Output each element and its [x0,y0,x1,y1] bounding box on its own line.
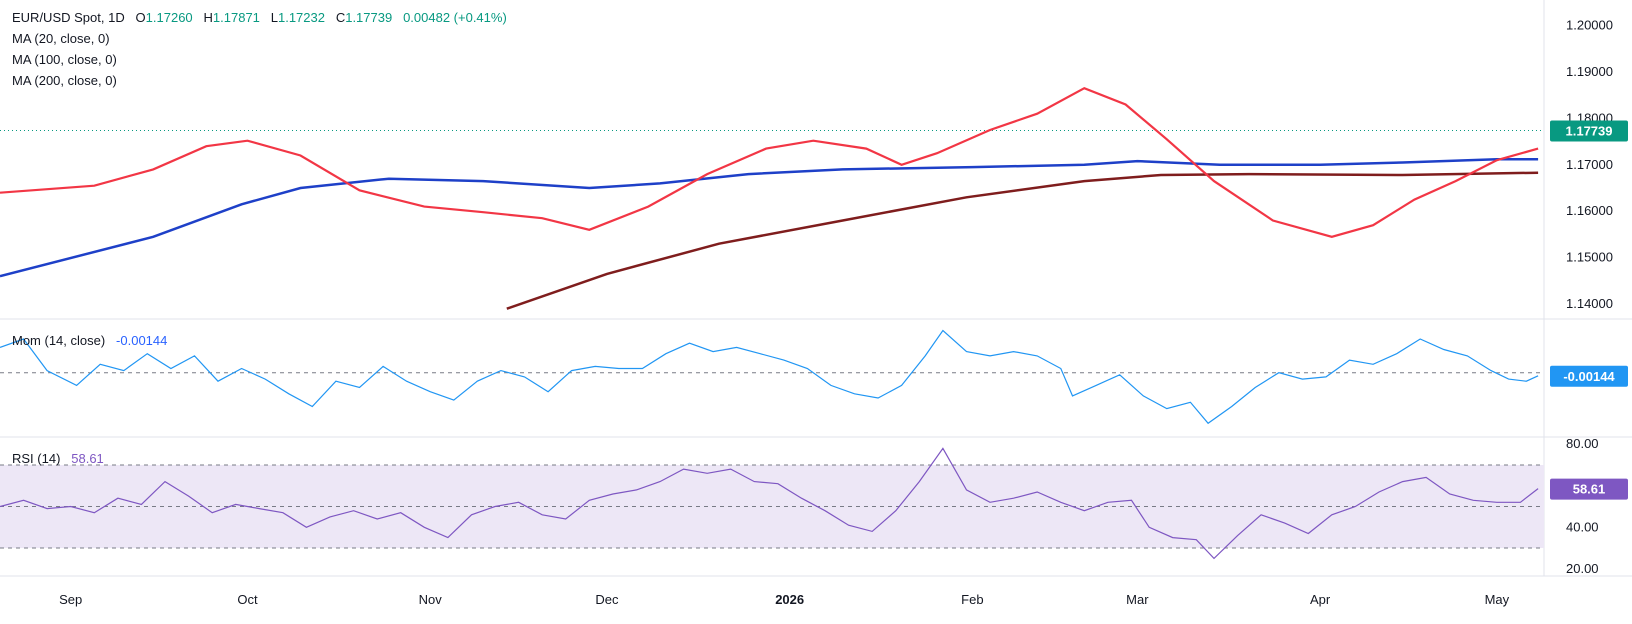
time-tick-label: 2026 [775,592,804,607]
rsi-legend[interactable]: RSI (14) 58.61 [12,451,104,466]
ma100-legend[interactable]: MA (100, close, 0) [12,52,117,67]
ma200-label: MA (200, close, 0) [12,73,117,88]
price-labels-layer: 1.17739 -0.00144 58.61 [1550,120,1628,500]
time-tick-label: Mar [1126,592,1149,607]
momentum-title: Mom (14, close) [12,333,106,348]
price-tick-label: 1.20000 [1566,18,1613,33]
last-price-badge: 1.17739 [1550,120,1628,142]
ma100-line [0,157,1539,278]
rsi-tick-label: 80.00 [1566,436,1599,451]
open-value: 1.17260 [145,10,193,25]
momentum-value-badge-bg [1550,365,1628,387]
time-tick-label: Dec [595,592,619,607]
rsi-band-layer [0,372,1544,549]
rsi-value-badge-text: 58.61 [1573,482,1606,497]
close-value: 1.17739 [345,10,393,25]
price-tick-label: 1.16000 [1566,203,1613,218]
symbol-legend: EUR/USD Spot, 1D O1.17260 H1.17871 L1.17… [12,10,507,25]
rsi-line [0,447,1539,560]
symbol-name: EUR/USD Spot, 1D [12,10,125,25]
momentum-value-badge: -0.00144 [1550,365,1628,387]
time-tick-label: May [1485,592,1510,607]
time-tick-label: Apr [1310,592,1331,607]
rsi-value: 58.61 [71,451,104,466]
last-price-badge-text: 1.17739 [1566,123,1613,138]
time-tick-label: Nov [419,592,443,607]
rsi-value-badge: 58.61 [1550,478,1628,500]
price-tick-label: 1.17000 [1566,157,1613,172]
ma100-label: MA (100, close, 0) [12,52,117,67]
last-price-badge-bg [1550,120,1628,142]
change-value: 0.00482 (+0.41%) [403,10,507,25]
high-value: 1.17871 [212,10,260,25]
grid [0,0,1632,577]
momentum-value-badge-text: -0.00144 [1563,369,1615,384]
ma20-label: MA (20, close, 0) [12,31,110,46]
price-tick-label: 1.19000 [1566,64,1613,79]
high-label: H [203,10,213,25]
time-tick-label: Feb [961,592,983,607]
rsi-title: RSI (14) [12,451,61,466]
time-tick-label: Oct [237,592,258,607]
low-value: 1.17232 [277,10,325,25]
momentum-line [0,329,1539,425]
rsi-value-badge-bg [1550,478,1628,500]
series-lines-layer [0,86,1539,560]
close-label: C [335,10,346,25]
momentum-legend[interactable]: Mom (14, close) -0.00144 [12,333,167,348]
ma200-line [506,171,1539,310]
time-tick-label: Sep [59,592,82,607]
low-label: L [270,10,278,25]
price-tick-label: 1.15000 [1566,250,1613,265]
ma20-line [0,86,1539,238]
ma200-legend[interactable]: MA (200, close, 0) [12,73,117,88]
rsi-tick-label: 40.00 [1566,519,1599,534]
momentum-value: -0.00144 [116,333,168,348]
rsi-tick-label: 20.00 [1566,561,1599,576]
open-label: O [135,10,146,25]
ma20-legend[interactable]: MA (20, close, 0) [12,31,110,46]
price-tick-label: 1.14000 [1566,296,1613,311]
